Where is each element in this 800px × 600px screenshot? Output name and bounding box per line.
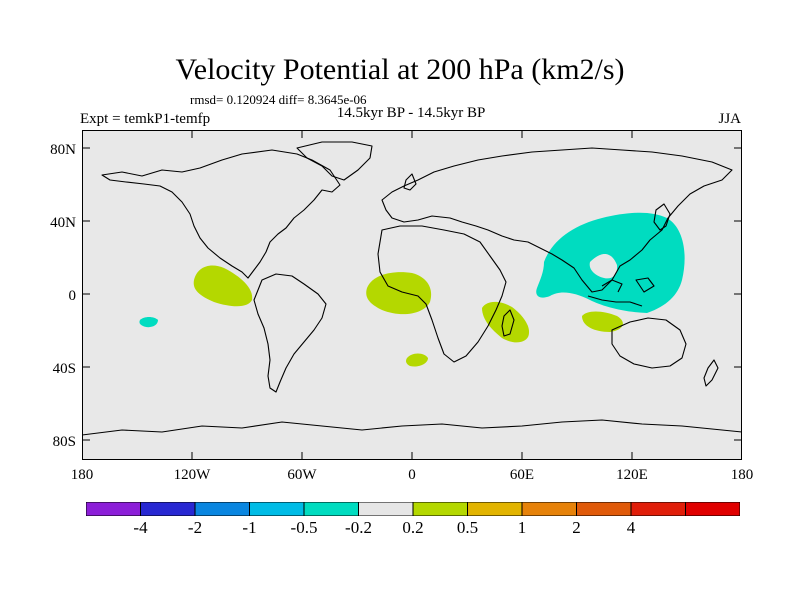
colorbar-label: -4 [133, 518, 148, 537]
lon-label-60e: 60E [509, 467, 535, 483]
colorbar-label: 1 [517, 518, 527, 537]
equatorial-atlantic-positive-region [366, 272, 432, 315]
south-america-coast [253, 273, 327, 393]
lat-label-40s: 40S [52, 361, 76, 377]
north-america-coast [101, 149, 341, 279]
colorbar-label: 2 [572, 518, 581, 537]
axis-ticks [82, 130, 742, 460]
lat-label-80s: 80S [52, 434, 76, 450]
colorbar-swatch [140, 502, 196, 516]
lat-label-80n: 80N [50, 142, 76, 158]
lat-label-0: 0 [68, 288, 77, 304]
colorbar-swatch [86, 502, 141, 516]
colorbar-label: -2 [187, 518, 203, 537]
lon-label-180w: 180 [70, 467, 94, 483]
colorbar-swatch [521, 502, 577, 516]
season-label: JJA [718, 111, 741, 127]
lon-label-120e: 120E [616, 467, 648, 483]
map-title: Velocity Potential at 200 hPa (km2/s) [175, 53, 625, 86]
map-panel [82, 130, 742, 460]
colorbar-label: -0.5 [290, 518, 318, 537]
eurasia-coast [381, 147, 733, 293]
lon-label-180e: 180 [730, 467, 754, 483]
lat-label-40n: 40N [50, 215, 76, 231]
australia-coast [611, 317, 687, 369]
uk-coast [403, 173, 417, 191]
new-zealand-coast [703, 359, 719, 387]
colorbar-label: 4 [626, 518, 636, 537]
colorbar-swatch [194, 502, 250, 516]
south-indian-ocean-positive-region [582, 311, 623, 332]
experiment-label: Expt = temkP1-temfp [80, 111, 211, 127]
lon-label-120w: 120W [173, 467, 211, 483]
tropical-east-pacific-positive-region [193, 265, 253, 307]
colorbar-swatch [576, 502, 632, 516]
colorbar [86, 502, 740, 516]
mozambique-channel-positive-region [482, 301, 530, 343]
colorbar-swatch [249, 502, 305, 516]
japan-coast [653, 203, 671, 231]
madagascar-coast [501, 309, 515, 337]
west-pacific-asia-negative-region [536, 212, 685, 313]
africa-coast [377, 225, 507, 363]
stats-line: rmsd= 0.120924 diff= 8.3645e-06 [190, 92, 367, 107]
world-map [82, 130, 742, 460]
colorbar-swatch [630, 502, 686, 516]
coastlines [82, 141, 742, 436]
colorbar-label: 0.5 [456, 518, 479, 537]
lon-label-60w: 60W [287, 467, 317, 483]
comparison-label: 14.5kyr BP - 14.5kyr BP [336, 105, 486, 121]
indonesia-coast [587, 277, 655, 307]
colorbar-label: -1 [242, 518, 257, 537]
colorbar-swatch [467, 502, 523, 516]
greenland-coast [296, 141, 373, 181]
lon-label-0: 0 [408, 467, 416, 483]
colorbar-swatch [412, 502, 468, 516]
antarctica-coast [82, 419, 742, 436]
colorbar-label: 0.2 [402, 518, 424, 537]
colorbar-swatch [358, 502, 414, 516]
colorbar-swatch [303, 502, 359, 516]
colorbar-label: -0.2 [345, 518, 372, 537]
south-pacific-negative-region [139, 317, 158, 328]
south-atlantic-positive-region [406, 353, 428, 367]
colorbar-swatch [685, 502, 740, 516]
